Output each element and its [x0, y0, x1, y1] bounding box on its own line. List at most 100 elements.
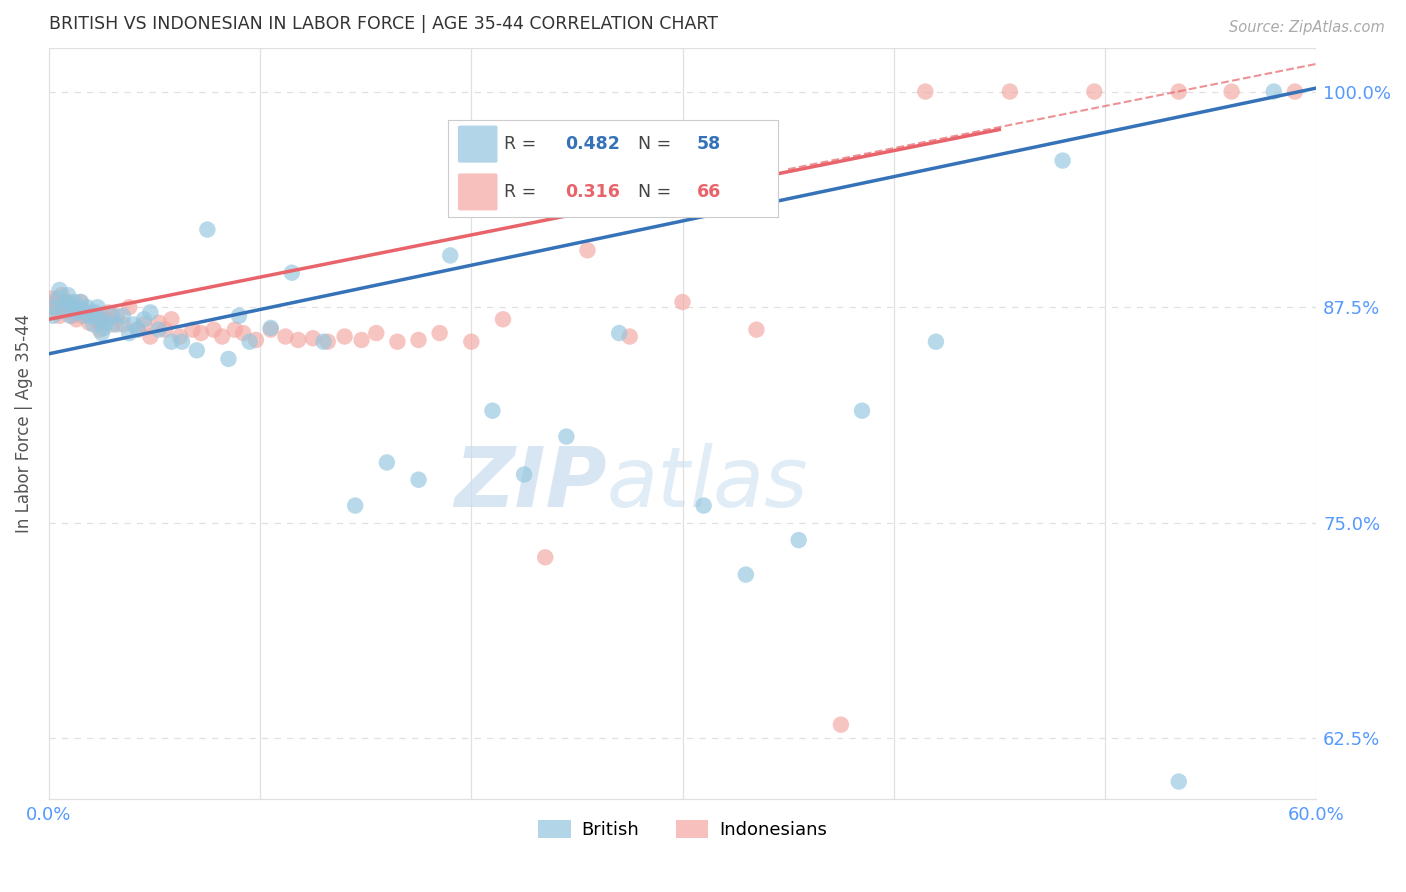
- Point: [42, 300, 65, 314]
- Point: [90, 309, 112, 323]
- Point: [211, 329, 233, 343]
- Point: [492, 312, 515, 326]
- Point: [190, 326, 212, 340]
- Point: [97, 305, 120, 319]
- Point: [534, 550, 557, 565]
- Point: [1263, 85, 1285, 99]
- Point: [44, 300, 66, 314]
- Point: [460, 334, 482, 349]
- Point: [94, 316, 117, 330]
- Point: [48, 309, 70, 323]
- Point: [671, 295, 693, 310]
- Point: [105, 318, 128, 332]
- Point: [239, 334, 262, 349]
- Point: [46, 305, 69, 319]
- Point: [344, 499, 367, 513]
- Point: [84, 305, 107, 319]
- Point: [375, 455, 398, 469]
- Point: [160, 334, 183, 349]
- Point: [607, 326, 630, 340]
- Point: [350, 333, 373, 347]
- Point: [302, 331, 325, 345]
- Point: [1167, 85, 1189, 99]
- Point: [111, 318, 134, 332]
- Point: [132, 318, 155, 332]
- Point: [925, 334, 948, 349]
- Point: [186, 343, 208, 358]
- Point: [914, 85, 936, 99]
- Point: [90, 326, 112, 340]
- Point: [67, 303, 90, 318]
- Point: [260, 321, 283, 335]
- Point: [287, 333, 309, 347]
- Point: [281, 266, 304, 280]
- Point: [148, 323, 170, 337]
- Point: [89, 323, 111, 337]
- Point: [692, 499, 714, 513]
- Point: [60, 309, 83, 323]
- Point: [1083, 85, 1105, 99]
- Point: [851, 403, 873, 417]
- Point: [76, 305, 98, 319]
- Point: [139, 329, 162, 343]
- Text: atlas: atlas: [606, 443, 808, 524]
- Point: [89, 312, 111, 326]
- Point: [1284, 85, 1306, 99]
- Point: [1167, 774, 1189, 789]
- Point: [63, 295, 86, 310]
- Point: [218, 351, 240, 366]
- Point: [555, 429, 578, 443]
- Point: [245, 333, 267, 347]
- Point: [93, 312, 115, 326]
- Point: [69, 295, 91, 310]
- Point: [132, 312, 155, 326]
- Point: [408, 473, 430, 487]
- Point: [787, 533, 810, 547]
- Point: [998, 85, 1021, 99]
- Point: [105, 309, 128, 323]
- Point: [93, 321, 115, 335]
- Point: [39, 292, 62, 306]
- Point: [232, 326, 254, 340]
- Point: [1052, 153, 1074, 168]
- Point: [153, 323, 176, 337]
- Point: [429, 326, 451, 340]
- Point: [59, 303, 82, 318]
- Point: [111, 309, 134, 323]
- Point: [333, 329, 356, 343]
- Point: [576, 244, 599, 258]
- Point: [118, 326, 141, 340]
- Point: [55, 298, 77, 312]
- Point: [160, 312, 183, 326]
- Point: [148, 316, 170, 330]
- Point: [1220, 85, 1243, 99]
- Point: [408, 333, 430, 347]
- Point: [65, 312, 87, 326]
- Legend: British, Indonesians: British, Indonesians: [531, 813, 834, 847]
- Point: [170, 334, 193, 349]
- Point: [55, 295, 77, 310]
- Point: [481, 403, 503, 417]
- Point: [181, 323, 204, 337]
- Y-axis label: In Labor Force | Age 35-44: In Labor Force | Age 35-44: [15, 314, 32, 533]
- Point: [228, 309, 250, 323]
- Point: [48, 283, 70, 297]
- Point: [56, 295, 79, 310]
- Point: [260, 323, 283, 337]
- Point: [312, 334, 335, 349]
- Point: [195, 222, 218, 236]
- Point: [59, 309, 82, 323]
- Point: [734, 567, 756, 582]
- Point: [52, 300, 75, 314]
- Point: [316, 334, 339, 349]
- Point: [65, 305, 87, 319]
- Point: [387, 334, 409, 349]
- Point: [80, 309, 103, 323]
- Point: [101, 309, 124, 323]
- Point: [127, 323, 149, 337]
- Point: [44, 295, 66, 310]
- Point: [122, 318, 145, 332]
- Point: [139, 305, 162, 319]
- Point: [366, 326, 388, 340]
- Point: [73, 309, 96, 323]
